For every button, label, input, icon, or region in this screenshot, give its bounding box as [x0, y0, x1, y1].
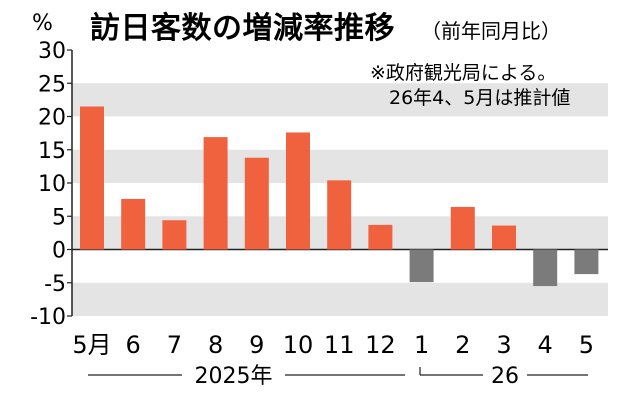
y-tick-label: 20 — [38, 106, 66, 131]
bar-4 — [244, 157, 269, 250]
bar-0 — [80, 106, 104, 250]
x-tick-label: 1 — [414, 331, 429, 359]
x-tick-label: 3 — [496, 331, 511, 359]
bar-5 — [286, 132, 310, 250]
x-tick-label: 10 — [283, 331, 314, 359]
source-note: ※政府観光局による。 — [370, 62, 556, 84]
estimate-note: 26年4、5月は推計値 — [389, 87, 570, 109]
y-tick-label: 15 — [38, 139, 66, 164]
x-tick-label: 4 — [538, 331, 553, 359]
y-tick-label: 5 — [52, 205, 66, 230]
y-tick-label: -5 — [44, 272, 66, 297]
x-tick-label: 12 — [365, 331, 396, 359]
y-tick-label: 10 — [38, 172, 66, 197]
x-tick-label: 2 — [455, 331, 470, 359]
y-unit-label: % — [32, 11, 53, 36]
bar-8 — [409, 249, 434, 283]
bar-2 — [162, 220, 187, 250]
y-tick-label: 30 — [38, 39, 66, 64]
chart-title: 訪日客数の増減率推移 — [90, 11, 395, 46]
chart-subtitle: （前年同月比） — [421, 19, 561, 43]
year-group-label: 26 — [491, 364, 519, 389]
year-groups: 2025年 26 — [88, 364, 588, 389]
bars — [80, 106, 599, 287]
bar-6 — [327, 180, 352, 250]
bar-3 — [203, 137, 228, 250]
x-tick-label: 5 — [579, 331, 594, 359]
y-tick-labels: 30 25 20 15 10 5 0 -5 -10 — [30, 39, 72, 330]
x-tick-label: 7 — [167, 331, 182, 359]
grid-band — [72, 83, 608, 117]
bar-12 — [574, 249, 599, 275]
x-tick-label: 5月 — [72, 331, 111, 359]
bar-11 — [533, 249, 558, 287]
x-tick-label: 8 — [208, 331, 223, 359]
bar-1 — [121, 198, 146, 250]
year-group-label: 2025年 — [195, 364, 273, 389]
y-tick-label: 0 — [52, 239, 66, 264]
y-tick-label: 25 — [38, 72, 66, 97]
x-tick-labels: 5月 6 7 8 9 10 11 12 1 2 3 4 5 — [72, 331, 594, 359]
bar-9 — [450, 206, 475, 250]
grid-band — [72, 149, 608, 183]
x-tick-label: 6 — [126, 331, 141, 359]
bar-7 — [368, 224, 393, 250]
x-tick-label: 11 — [324, 331, 355, 359]
grid-band — [72, 282, 608, 316]
y-tick-label: -10 — [30, 305, 66, 330]
x-tick-label: 9 — [249, 331, 264, 359]
bar-10 — [492, 225, 516, 250]
